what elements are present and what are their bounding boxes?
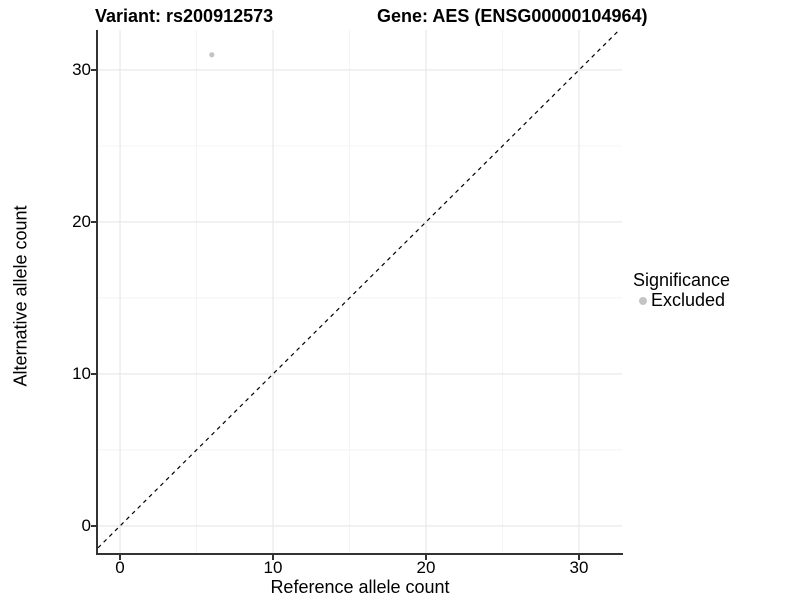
- y-tick-label: 10: [72, 364, 91, 383]
- legend-item-label: Excluded: [651, 290, 726, 310]
- legend-item-excluded: Excluded: [639, 291, 730, 310]
- data-point: [209, 52, 215, 58]
- legend: Significance Excluded: [633, 271, 730, 310]
- x-tick-20: [425, 555, 427, 560]
- x-tick-0: [119, 555, 121, 560]
- x-tick-label: 10: [263, 558, 283, 577]
- x-tick-10: [272, 555, 274, 560]
- y-tick-label: 20: [72, 212, 91, 231]
- x-tick-label: 20: [416, 558, 436, 577]
- y-tick-label: 0: [81, 516, 91, 535]
- y-tick-30: [91, 69, 96, 71]
- plot-panel: [98, 30, 622, 553]
- y-tick-label: 30: [72, 60, 91, 79]
- plot-panel-canvas: [98, 30, 622, 553]
- x-axis-title: Reference allele count: [270, 577, 450, 597]
- y-axis-title: Alternative allele count: [10, 205, 31, 387]
- x-tick-label: 0: [115, 558, 125, 577]
- gene-title: Gene: AES (ENSG00000104964): [377, 6, 648, 26]
- x-tick-30: [578, 555, 580, 560]
- y-tick-20: [91, 221, 96, 223]
- x-axis-line: [96, 553, 623, 555]
- legend-title: Significance: [633, 270, 731, 290]
- x-tick-label: 30: [569, 558, 589, 577]
- y-tick-0: [91, 525, 96, 527]
- variant-title: Variant: rs200912573: [95, 6, 274, 26]
- y-axis-line: [96, 30, 98, 555]
- y-tick-10: [91, 373, 96, 375]
- excluded-point-icon: [639, 296, 647, 305]
